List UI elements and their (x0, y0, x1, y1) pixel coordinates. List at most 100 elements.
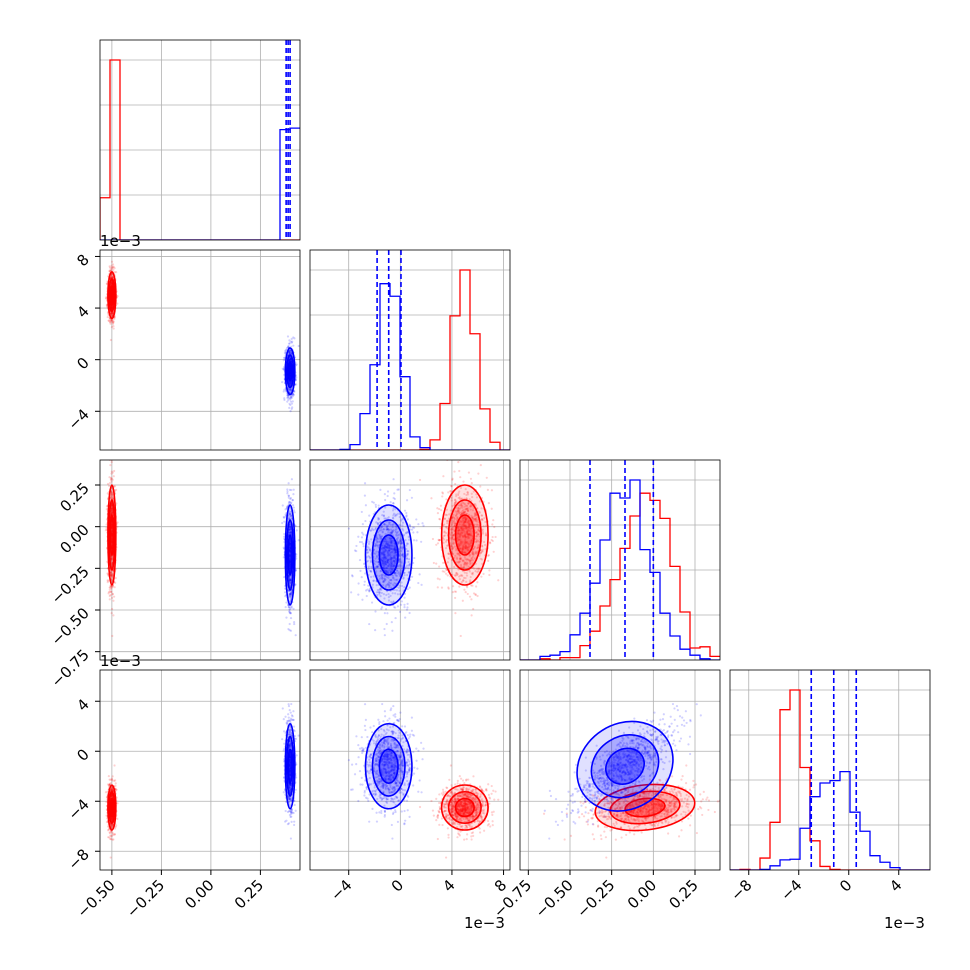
scatter-point (447, 587, 450, 590)
scatter-point (289, 373, 292, 376)
scatter-point (293, 390, 296, 393)
scatter-point (358, 558, 362, 562)
scatter-point (408, 488, 411, 492)
scatter-point (293, 337, 296, 340)
scatter-point (450, 485, 453, 488)
scatter-point (292, 493, 295, 496)
panel-background (100, 460, 300, 660)
panel-frame (99, 39, 301, 241)
scatter-point (110, 293, 113, 297)
scatter-point (281, 367, 284, 370)
scatter-point (111, 313, 114, 317)
scatter-point (286, 394, 289, 397)
scatter-point (112, 325, 115, 328)
scatter-point (111, 322, 115, 325)
scatter-point (289, 359, 292, 362)
scatter-point (281, 521, 284, 525)
scatter-point (291, 395, 294, 398)
scatter-point (286, 400, 289, 403)
scatter-point (292, 506, 295, 509)
scatter-point (472, 607, 475, 611)
scatter-point (438, 565, 441, 568)
scatter-point (110, 292, 113, 295)
panel-1-1 (309, 249, 511, 451)
scatter-point (284, 390, 288, 393)
scatter-point (288, 358, 292, 361)
scatter-point (116, 521, 119, 524)
scatter-point (421, 522, 424, 525)
scatter-point (372, 501, 375, 504)
scatter-point (405, 511, 408, 515)
scatter-point (288, 373, 292, 376)
scatter-point (486, 488, 489, 491)
scatter-point (284, 591, 287, 594)
scatter-point (386, 494, 389, 498)
scatter-point (286, 490, 289, 493)
scatter-point (111, 491, 114, 494)
scatter-point (287, 398, 290, 402)
scatter-point (288, 369, 291, 372)
scatter-point (110, 558, 113, 561)
scatter-point (295, 363, 298, 366)
scatter-point (463, 588, 466, 591)
scatter-point (363, 482, 367, 485)
scatter-point (286, 396, 289, 399)
scatter-point (297, 539, 300, 542)
scatter-point (290, 345, 293, 348)
histogram-1 (310, 283, 510, 450)
scatter-point (492, 519, 495, 522)
scatter-point (111, 304, 114, 307)
histogram-0 (310, 269, 510, 450)
scatter-point (289, 389, 292, 392)
scatter-point (112, 614, 115, 617)
scatter-point (111, 320, 114, 324)
scatter-point (104, 296, 108, 300)
scatter-point (288, 610, 291, 613)
scatter-point (459, 634, 462, 638)
scatter-point (287, 394, 290, 397)
scatter-point (289, 371, 292, 374)
scatter-point (107, 319, 110, 322)
scatter-point (110, 307, 113, 310)
scatter-point (287, 496, 290, 499)
scatter-point (438, 539, 441, 542)
scatter-point (488, 573, 491, 577)
scatter-point (440, 586, 444, 589)
scatter-point (110, 476, 113, 479)
scatter-point (283, 356, 286, 360)
scatter-point (289, 397, 292, 400)
scatter-point (111, 574, 114, 577)
scatter-point (288, 381, 291, 384)
scatter-point (289, 403, 292, 407)
scatter-point (288, 369, 292, 372)
panel-frame (309, 249, 511, 451)
scatter-point (365, 594, 368, 598)
scatter-point (289, 387, 293, 391)
scatter-point (110, 296, 114, 299)
scatter-point (112, 475, 115, 478)
scatter-point (110, 293, 113, 296)
scatter-point (458, 469, 461, 473)
scatter-point (282, 390, 285, 393)
scatter-point (383, 612, 386, 615)
scatter-point (108, 270, 111, 273)
scatter-point (461, 599, 464, 602)
scatter-point (110, 325, 113, 329)
panel-2-1 (309, 459, 511, 661)
scatter-point (431, 537, 435, 541)
scatter-point (110, 274, 113, 277)
scatter-point (110, 607, 114, 611)
scatter-point (288, 359, 291, 362)
scatter-point (110, 493, 113, 497)
scatter-point (111, 585, 115, 588)
scatter-point (477, 472, 480, 475)
scatter-point (111, 282, 114, 286)
scatter-point (110, 312, 114, 315)
scatter-point (476, 581, 479, 584)
scatter-point (109, 321, 112, 324)
scatter-point (111, 305, 114, 308)
scatter-point (110, 293, 113, 296)
scatter-point (289, 381, 292, 384)
scatter-point (291, 406, 294, 409)
scatter-point (482, 572, 485, 575)
